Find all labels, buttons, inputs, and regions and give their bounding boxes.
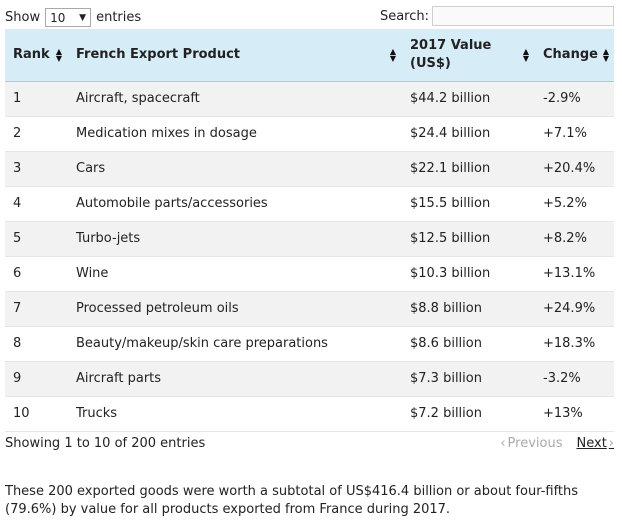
search-input[interactable]: [432, 6, 614, 26]
next-label: Next: [576, 436, 607, 451]
sort-icon: ▲ ▼: [55, 46, 62, 63]
chevron-right-icon: ›: [608, 436, 614, 451]
value-cell: $8.8 billion: [401, 291, 534, 327]
change-cell: +13.1%: [534, 256, 614, 292]
change-cell: +8.2%: [534, 221, 614, 257]
table-row: 3 Cars $22.1 billion +20.4%: [5, 151, 614, 187]
product-cell: Automobile parts/accessories: [67, 186, 401, 222]
column-header-label: 2017 Value (US$): [410, 37, 492, 71]
change-cell: -2.9%: [534, 81, 614, 117]
change-cell: +20.4%: [534, 151, 614, 187]
show-label: Show: [5, 10, 41, 25]
value-cell: $8.6 billion: [401, 326, 534, 362]
rank-cell: 8: [5, 326, 67, 362]
product-cell: Aircraft parts: [67, 361, 401, 397]
change-cell: +13%: [534, 396, 614, 432]
value-cell: $44.2 billion: [401, 81, 534, 117]
table-info: Showing 1 to 10 of 200 entries: [5, 436, 206, 451]
product-cell: Wine: [67, 256, 401, 292]
change-cell: +18.3%: [534, 326, 614, 362]
rank-cell: 7: [5, 291, 67, 327]
table-row: 4 Automobile parts/accessories $15.5 bil…: [5, 186, 614, 222]
table-row: 2 Medication mixes in dosage $24.4 billi…: [5, 116, 614, 152]
table-row: 5 Turbo-jets $12.5 billion +8.2%: [5, 221, 614, 257]
column-header-label: French Export Product: [76, 46, 241, 62]
table-row: 7 Processed petroleum oils $8.8 billion …: [5, 291, 614, 327]
search-label: Search:: [379, 8, 429, 24]
product-cell: Trucks: [67, 396, 401, 432]
pagination: ‹ Previous Next ›: [500, 436, 614, 451]
search-control: Search:: [380, 6, 614, 26]
value-cell: $22.1 billion: [401, 151, 534, 187]
table-row: 10 Trucks $7.2 billion +13%: [5, 396, 614, 432]
entries-label: entries: [96, 10, 142, 25]
product-cell: Processed petroleum oils: [67, 291, 401, 327]
sort-icon: ▲ ▼: [389, 46, 396, 63]
value-cell: $12.5 billion: [401, 221, 534, 257]
product-cell: Aircraft, spacecraft: [67, 81, 401, 117]
value-cell: $7.2 billion: [401, 396, 534, 432]
product-cell: Beauty/makeup/skin care preparations: [67, 326, 401, 362]
value-cell: $15.5 billion: [401, 186, 534, 222]
rank-cell: 5: [5, 221, 67, 257]
chevron-left-icon: ‹: [500, 436, 506, 451]
rank-cell: 6: [5, 256, 67, 292]
table-row: 6 Wine $10.3 billion +13.1%: [5, 256, 614, 292]
summary-paragraph: These 200 exported goods were worth a su…: [5, 484, 579, 517]
page-length-value: 10: [50, 10, 66, 25]
column-header-label: Change: [543, 46, 598, 62]
rank-cell: 2: [5, 116, 67, 152]
value-cell: $7.3 billion: [401, 361, 534, 397]
exports-table: Rank ▲ ▼ French Export Product ▲ ▼ 2017 Va…: [5, 29, 614, 432]
change-cell: -3.2%: [534, 361, 614, 397]
table-row: 8 Beauty/makeup/skin care preparations $…: [5, 326, 614, 362]
table-controls: Show 10 ▼ entries Search:: [5, 6, 614, 28]
change-cell: +7.1%: [534, 116, 614, 152]
product-cell: Medication mixes in dosage: [67, 116, 401, 152]
column-header-rank[interactable]: Rank ▲ ▼: [5, 29, 67, 82]
sort-icon: ▲ ▼: [522, 46, 529, 63]
product-cell: Cars: [67, 151, 401, 187]
rank-cell: 10: [5, 396, 67, 432]
chevron-down-icon: ▼: [79, 12, 87, 23]
sort-icon: ▲ ▼: [602, 46, 609, 63]
column-header-value[interactable]: 2017 Value (US$) ▲ ▼: [401, 29, 534, 82]
previous-button[interactable]: ‹ Previous: [500, 436, 562, 451]
table-row: 1 Aircraft, spacecraft $44.2 billion -2.…: [5, 81, 614, 117]
change-cell: +24.9%: [534, 291, 614, 327]
table-row: 9 Aircraft parts $7.3 billion -3.2%: [5, 361, 614, 397]
previous-label: Previous: [507, 436, 563, 451]
value-cell: $24.4 billion: [401, 116, 534, 152]
value-cell: $10.3 billion: [401, 256, 534, 292]
page-length-control: Show 10 ▼ entries: [5, 8, 141, 27]
product-cell: Turbo-jets: [67, 221, 401, 257]
rank-cell: 1: [5, 81, 67, 117]
rank-cell: 4: [5, 186, 67, 222]
change-cell: +5.2%: [534, 186, 614, 222]
column-header-product[interactable]: French Export Product ▲ ▼: [67, 29, 401, 82]
page-length-select[interactable]: 10 ▼: [45, 8, 92, 27]
column-header-label: Rank: [13, 46, 50, 62]
next-button[interactable]: Next ›: [577, 436, 615, 451]
table-header-row: Rank ▲ ▼ French Export Product ▲ ▼ 2017 Va…: [5, 29, 614, 82]
rank-cell: 3: [5, 151, 67, 187]
column-header-change[interactable]: Change ▲ ▼: [534, 29, 614, 82]
rank-cell: 9: [5, 361, 67, 397]
